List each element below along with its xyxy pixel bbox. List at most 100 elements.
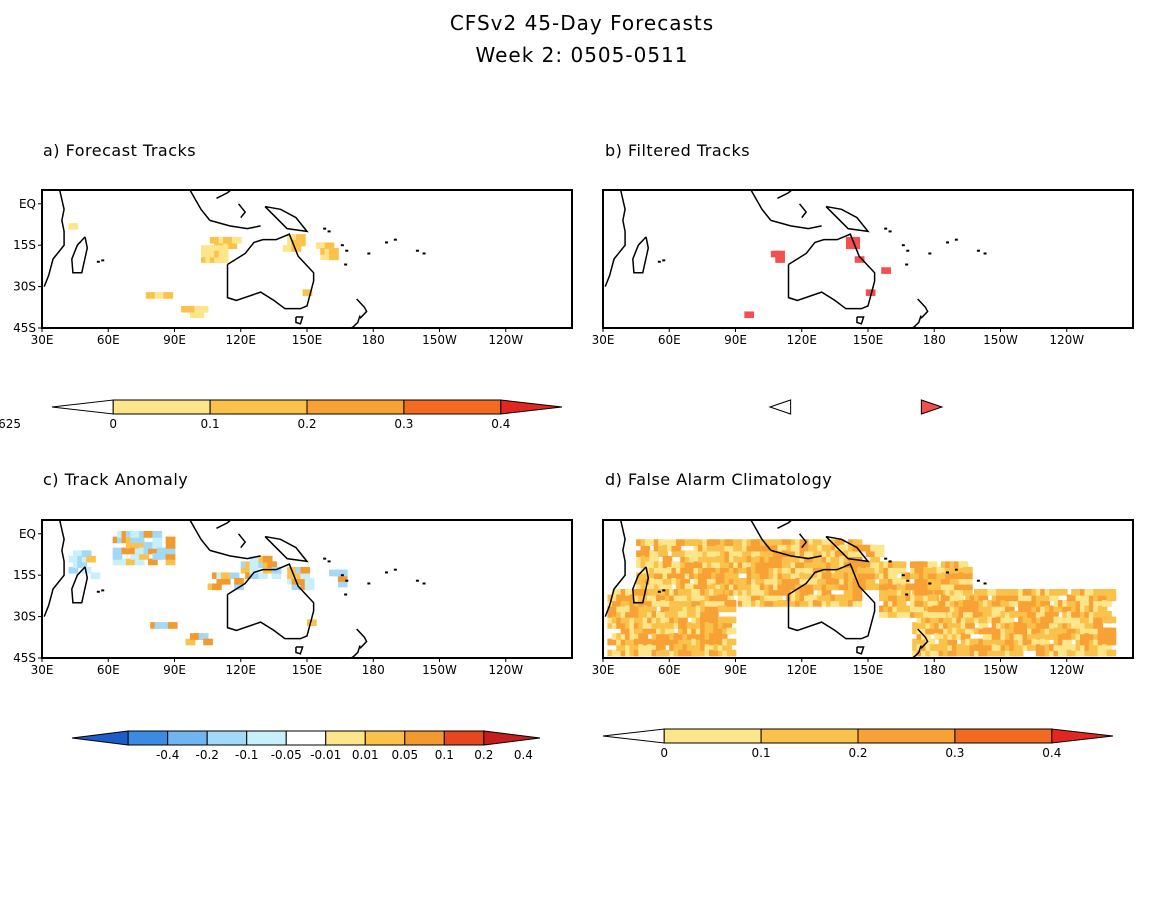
shaded-cell	[914, 611, 925, 618]
shaded-cell	[991, 611, 1002, 618]
lon-label: 120E	[787, 663, 818, 677]
shaded-cell	[1035, 633, 1046, 640]
shaded-cell	[642, 638, 653, 646]
island	[906, 579, 910, 582]
shaded-cell	[607, 638, 618, 646]
shaded-cell	[927, 594, 938, 602]
island	[96, 590, 100, 593]
shaded-cell	[709, 616, 719, 624]
lon-label: 120E	[226, 333, 257, 347]
coastline	[632, 236, 650, 274]
island	[928, 582, 932, 585]
shaded-cell	[620, 594, 631, 602]
shaded-cell	[1080, 600, 1090, 607]
shaded-cell	[662, 555, 673, 563]
shaded-cell	[974, 611, 984, 618]
shaded-cell	[1004, 627, 1015, 635]
panel-a-map: 30E 60E 90E 120E 150E 180 150W 120W EQ 15S 30S 45S	[13, 189, 573, 347]
shaded-cell	[653, 577, 664, 585]
figure-subtitle: Week 2: 0505-0511	[476, 43, 689, 67]
shaded-cell	[724, 544, 735, 552]
shaded-cell	[711, 539, 721, 546]
island	[367, 252, 371, 255]
shaded-cell	[750, 589, 761, 596]
shaded-cell	[139, 553, 149, 560]
island	[888, 560, 892, 563]
shaded-cell	[636, 550, 646, 557]
shaded-cell	[165, 536, 176, 544]
colorbar-label: 0.2	[848, 746, 867, 760]
shaded-cell	[799, 577, 810, 585]
shaded-cell	[295, 234, 306, 241]
shaded-cell	[826, 583, 836, 591]
panel-c-colorbar: -0.4 -0.2 -0.1 -0.05 -0.01 0.01 0.05 0.1 0.2 0.4	[71, 730, 541, 762]
shaded-cell	[996, 649, 1006, 657]
coastline	[905, 645, 922, 658]
lon-label: 180	[362, 663, 385, 677]
shaded-cell	[304, 577, 315, 585]
shaded-cell	[640, 544, 651, 552]
shaded-cell	[799, 583, 810, 591]
shaded-cell	[821, 539, 832, 546]
shaded-cell	[249, 555, 260, 563]
shaded-cell	[258, 572, 269, 580]
shaded-cell	[1097, 594, 1108, 602]
shaded-cell	[717, 633, 728, 640]
shaded-cell	[874, 550, 885, 557]
island	[422, 252, 426, 255]
shaded-cell	[737, 577, 748, 585]
shaded-cell	[954, 566, 964, 574]
shaded-cell	[673, 600, 684, 607]
shaded-cell	[870, 555, 880, 563]
shaded-cell	[923, 589, 933, 596]
shaded-cell	[1080, 627, 1090, 635]
shaded-cell	[300, 566, 311, 574]
shaded-cell	[262, 555, 273, 563]
lon-label: 150E	[292, 663, 323, 677]
shaded-cell	[300, 572, 311, 580]
shaded-cell	[638, 644, 649, 651]
colorbar-segment	[206, 730, 248, 746]
shaded-cell	[203, 638, 213, 646]
shaded-cell	[329, 253, 339, 261]
shaded-cell	[201, 245, 211, 252]
shaded-cell	[642, 649, 653, 657]
shaded-cell	[660, 605, 671, 613]
island	[906, 249, 910, 252]
coastline	[798, 203, 808, 219]
colorbar-low-arrow	[71, 730, 129, 746]
lon-label: 60E	[97, 333, 120, 347]
shaded-cell	[927, 561, 938, 569]
lon-label: 120W	[488, 663, 523, 677]
island	[323, 227, 327, 230]
panel-b-colorbar: 0.0625	[0, 399, 944, 431]
shaded-cell	[956, 649, 967, 657]
panel-a-colorbar: 0 0.1 0.2 0.3 0.4	[51, 399, 563, 431]
shaded-cell	[678, 611, 688, 618]
island	[415, 579, 419, 582]
island	[884, 227, 888, 230]
lat-label: 45S	[13, 321, 36, 335]
shaded-cell	[1049, 594, 1059, 602]
panel-b-field	[604, 190, 987, 328]
island	[101, 589, 105, 592]
shaded-cell	[852, 594, 863, 602]
shaded-cell	[850, 236, 861, 244]
coastline	[264, 205, 309, 233]
coastline	[43, 190, 65, 287]
colorbar-label: 0.05	[391, 748, 418, 762]
lon-label: 150W	[983, 663, 1018, 677]
shaded-cell	[947, 622, 958, 629]
shaded-cell	[790, 572, 801, 580]
island	[422, 582, 426, 585]
shaded-cell	[1097, 633, 1108, 640]
coastline	[798, 533, 808, 549]
island	[415, 249, 419, 252]
coastline	[750, 520, 772, 551]
shaded-cell	[1093, 600, 1103, 607]
shaded-cell	[728, 572, 739, 580]
shaded-cell	[307, 619, 317, 626]
shaded-cell	[291, 245, 302, 252]
shaded-cell	[611, 589, 622, 596]
